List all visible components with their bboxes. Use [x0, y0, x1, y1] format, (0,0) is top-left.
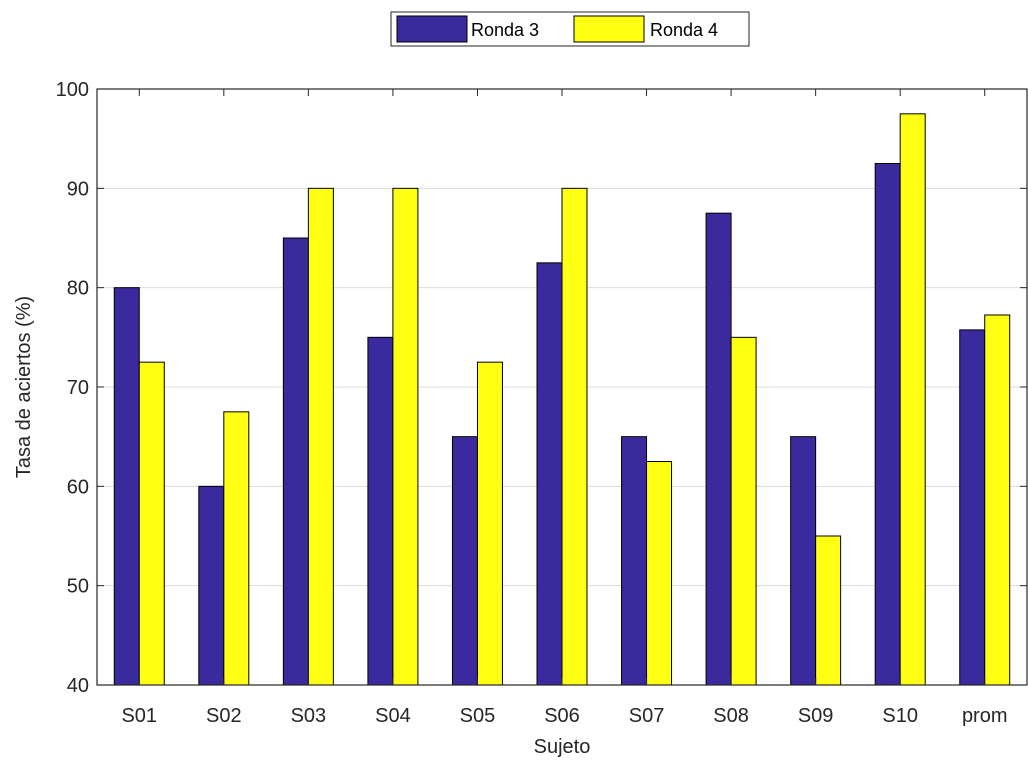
x-tick-label: S10	[882, 705, 918, 727]
x-tick-label: S01	[121, 705, 157, 727]
bar-ronda-3-prom	[959, 329, 986, 686]
y-tick-labels: 40 50 60 70 80 90 100	[56, 79, 89, 697]
legend-label-ronda-3: Ronda 3	[471, 20, 539, 40]
x-tick-label: S08	[713, 705, 749, 727]
x-tick-label: S04	[375, 705, 411, 727]
bar-ronda-4-s04	[392, 187, 419, 686]
bar-ronda-3-s10	[874, 163, 901, 686]
bar-ronda-4-s05	[476, 361, 503, 686]
y-tick-label: 50	[67, 576, 89, 598]
bar-ronda-3-s05	[451, 436, 478, 686]
y-axis-label: Tasa de aciertos (%)	[13, 296, 35, 478]
ticks	[97, 88, 1027, 686]
x-tick-label: S05	[460, 705, 496, 727]
bar-ronda-3-s01	[113, 287, 140, 686]
bar-ronda-4-s07	[646, 461, 673, 686]
x-tick-label: S02	[206, 705, 242, 727]
x-tick-labels: S01 S02 S03 S04 S05 S06 S07 S08 S09 S10 prom	[121, 705, 1007, 727]
bar-ronda-3-s09	[790, 436, 817, 686]
x-axis-label: Sujeto	[534, 736, 591, 758]
x-tick-label: prom	[962, 705, 1008, 727]
y-tick-label: 100	[56, 79, 89, 101]
x-tick-label: S07	[629, 705, 665, 727]
bar-ronda-4-s01	[138, 361, 165, 686]
bar-ronda-4-s08	[730, 336, 757, 686]
legend: Ronda 3 Ronda 4	[390, 11, 750, 47]
bar-ronda-3-s02	[198, 485, 225, 686]
y-tick-label: 60	[67, 476, 89, 498]
legend-label-ronda-4: Ronda 4	[650, 20, 718, 40]
bar-ronda-4-s10	[899, 113, 926, 686]
bars	[113, 113, 1011, 686]
bar-ronda-4-s02	[223, 411, 250, 686]
x-tick-label: S03	[291, 705, 327, 727]
bar-ronda-3-s08	[705, 212, 732, 686]
bar-ronda-3-s03	[282, 237, 309, 686]
bar-ronda-3-s04	[367, 336, 394, 686]
legend-swatch-ronda-3	[396, 15, 468, 43]
y-tick-label: 40	[67, 675, 89, 697]
x-tick-label: S09	[798, 705, 834, 727]
y-tick-label: 80	[67, 278, 89, 300]
bar-ronda-4-s06	[561, 187, 588, 686]
bar-ronda-4-prom	[984, 314, 1011, 686]
bar-ronda-4-s03	[307, 187, 334, 686]
bar-ronda-4-s09	[815, 535, 842, 686]
x-tick-label: S06	[544, 705, 580, 727]
y-tick-label: 70	[67, 377, 89, 399]
bar-ronda-3-s06	[536, 262, 563, 686]
legend-swatch-ronda-4	[573, 15, 645, 43]
y-tick-label: 90	[67, 178, 89, 200]
bar-ronda-3-s07	[621, 436, 648, 686]
